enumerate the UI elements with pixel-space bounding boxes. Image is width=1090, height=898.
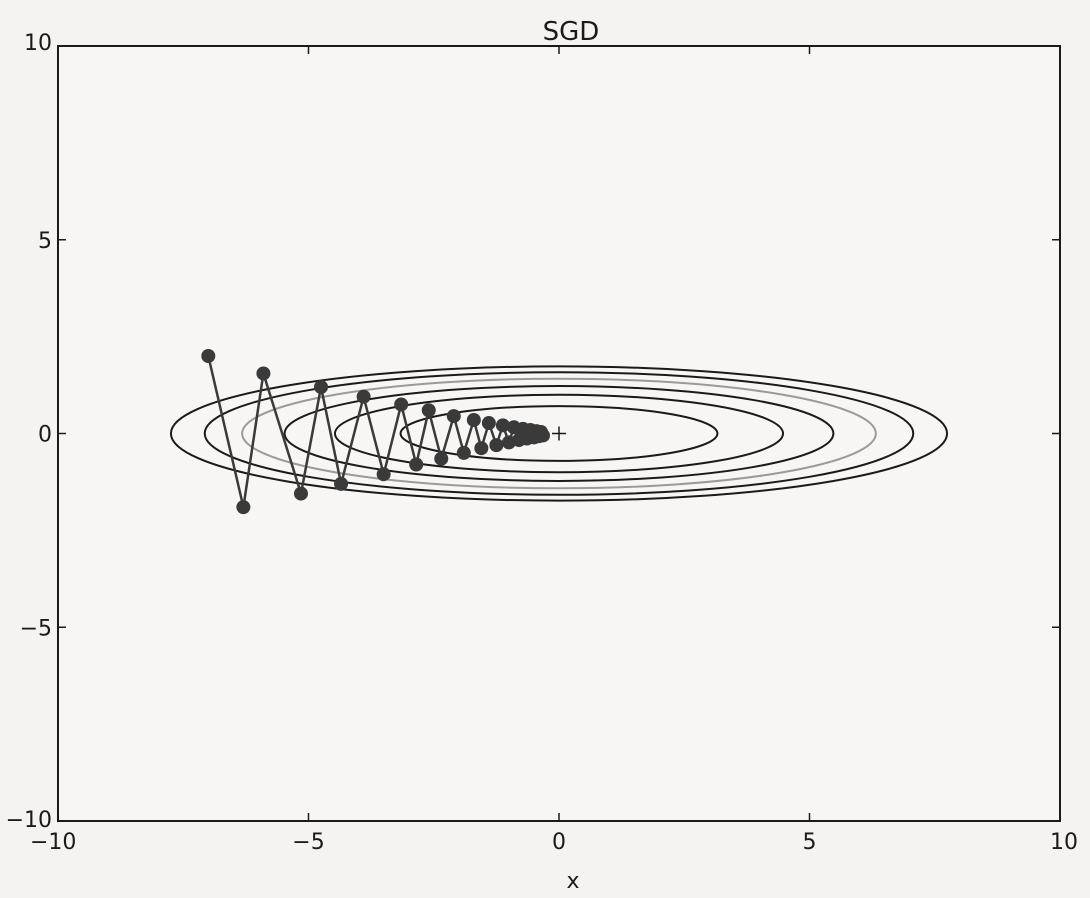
x-tick-label: −10 [30,830,76,855]
sgd-point-2 [236,500,251,515]
x-tick-label: 5 [803,830,817,855]
sgd-point-5 [314,380,329,394]
contour-level-1 [399,405,719,462]
y-tick-label: 5 [38,229,52,254]
sgd-point-16 [474,441,489,456]
sgd-point-3 [256,366,271,381]
sgd-point-6 [334,476,349,491]
sgd-point-30 [535,428,550,443]
axis-ticks: −10 −5 0 5 10 −10 −5 0 5 10 [6,31,1078,855]
contour-level-4 [241,377,877,490]
sgd-point-18 [489,438,504,453]
contour-lines [169,365,949,502]
contour-level-5 [203,371,915,496]
y-tick-label: −5 [20,616,52,641]
sgd-point-4 [293,486,308,501]
y-tick-label: 10 [24,31,52,56]
sgd-point-11 [421,403,436,418]
contour-level-2 [333,393,785,474]
sgd-point-17 [481,416,496,431]
contour-level-6 [169,365,949,502]
sgd-point-9 [394,397,409,412]
sgd-point-19 [495,418,510,433]
sgd-point-8 [376,467,391,482]
sgd-point-13 [446,409,461,424]
y-tick-label: 0 [38,423,52,448]
sgd-point-14 [456,445,471,460]
optimization-path [201,349,550,515]
contour-level-3 [283,385,835,482]
chart-title: SGD [543,17,600,47]
sgd-point-1 [201,349,216,363]
x-tick-label: 0 [552,830,566,855]
sgd-point-15 [466,412,481,427]
x-tick-label: 10 [1050,830,1078,855]
minimum-marker-group [552,426,566,441]
sgd-point-12 [434,451,449,466]
x-tick-label: −5 [292,830,324,855]
sgd-point-7 [356,389,371,404]
y-tick-label: −10 [6,808,52,833]
sgd-point-10 [409,457,424,472]
x-axis-label: x [566,869,579,894]
